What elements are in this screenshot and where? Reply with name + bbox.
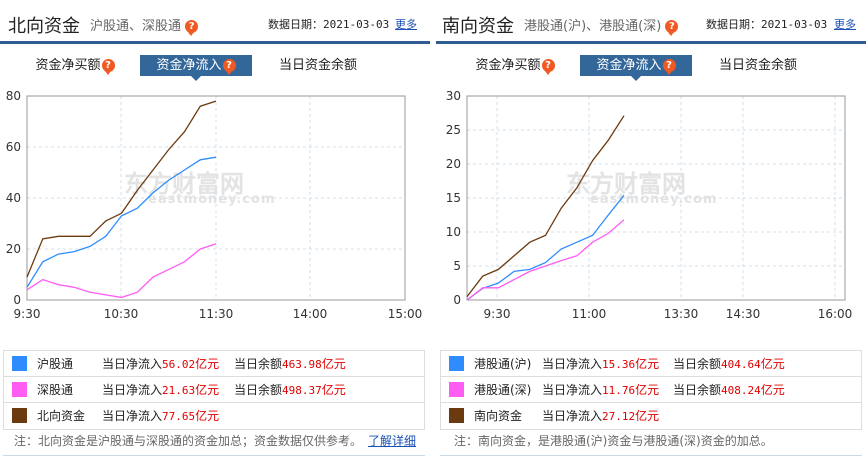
more-link[interactable]: 更多 [834, 18, 856, 31]
tab-net-buy[interactable]: 资金净买额? [30, 55, 120, 76]
tab-net-buy[interactable]: 资金净买额? [470, 55, 560, 76]
line-chart: 0 5 10 15 20 25 30 9:30 11:00 13:30 14:30 16:00 [446, 89, 853, 321]
divider [440, 455, 862, 456]
svg-text:60: 60 [6, 140, 21, 154]
help-icon[interactable]: ? [662, 59, 676, 75]
svg-text:13:30: 13:30 [664, 307, 699, 321]
legend-row: 北向资金 当日净流入77.65亿元 [4, 403, 424, 429]
svg-text:16:00: 16:00 [818, 307, 853, 321]
help-icon[interactable]: ? [101, 59, 115, 75]
color-swatch [449, 382, 464, 397]
tab-bar: 资金净买额? 资金净流入? 当日资金余额 [0, 55, 430, 81]
color-swatch [12, 356, 27, 371]
legend-row: 港股通(深) 当日净流入11.76亿元 当日余额408.24亿元 [441, 377, 861, 403]
svg-text:11:00: 11:00 [572, 307, 607, 321]
color-swatch [12, 408, 27, 423]
legend-row: 港股通(沪) 当日净流入15.36亿元 当日余额404.64亿元 [441, 351, 861, 377]
southbound-header: 南向资金 港股通(沪)、港股通(深) ? 数据日期：2021-03-03 更多 [436, 0, 866, 44]
help-icon[interactable]: ? [185, 20, 199, 36]
legend-row: 南向资金 当日净流入27.12亿元 [441, 403, 861, 429]
line-chart: 0 20 40 60 80 9:30 10:30 11:30 14:00 15:00 [6, 89, 423, 321]
data-date: 数据日期：2021-03-03 [706, 18, 828, 31]
footnote: 注：北向资金是沪股通与深股通的资金加总；资金数据仅供参考。 [14, 434, 363, 448]
tab-net-inflow[interactable]: 资金净流入? [580, 55, 692, 81]
panel-title: 南向资金 [442, 16, 514, 37]
svg-text:0: 0 [13, 293, 21, 307]
svg-text:10: 10 [446, 225, 461, 239]
svg-text:11:30: 11:30 [199, 307, 234, 321]
legend-table: 港股通(沪) 当日净流入15.36亿元 当日余额404.64亿元 港股通(深) … [440, 350, 862, 430]
northbound-header: 北向资金 沪股通、深股通 ? 数据日期：2021-03-03 更多 [0, 0, 430, 44]
legend-table: 沪股通 当日净流入56.02亿元 当日余额463.98亿元 深股通 当日净流入2… [3, 350, 425, 430]
more-link[interactable]: 更多 [395, 18, 417, 31]
data-date: 数据日期：2021-03-03 [268, 18, 390, 31]
northbound-panel: 北向资金 沪股通、深股通 ? 数据日期：2021-03-03 更多 资金净买额?… [0, 0, 430, 464]
svg-text:30: 30 [446, 89, 461, 103]
svg-text:20: 20 [6, 242, 21, 256]
svg-text:9:30: 9:30 [484, 307, 511, 321]
southbound-panel: 南向资金 港股通(沪)、港股通(深) ? 数据日期：2021-03-03 更多 … [436, 0, 866, 464]
color-swatch [449, 356, 464, 371]
svg-text:20: 20 [446, 157, 461, 171]
southbound-chart: 东方财富网 eastmoney.com 0 5 10 15 20 25 30 9:30 11:0… [436, 84, 866, 324]
svg-text:25: 25 [446, 123, 461, 137]
watermark-logo: 东方财富网 [124, 170, 244, 198]
svg-text:0: 0 [453, 293, 461, 307]
divider [3, 455, 425, 456]
learn-more-link[interactable]: 了解详细 [368, 434, 417, 448]
svg-text:40: 40 [6, 191, 21, 205]
tab-bar: 资金净买额? 资金净流入? 当日资金余额 [436, 55, 866, 81]
panel-title: 北向资金 [8, 16, 80, 37]
legend-row: 深股通 当日净流入21.63亿元 当日余额498.37亿元 [4, 377, 424, 403]
svg-text:10:30: 10:30 [104, 307, 139, 321]
svg-text:15: 15 [446, 191, 461, 205]
color-swatch [12, 382, 27, 397]
tab-daily-balance[interactable]: 当日资金余额 [278, 58, 357, 73]
watermark-text: eastmoney.com [590, 192, 718, 207]
help-icon[interactable]: ? [541, 59, 555, 75]
svg-text:14:30: 14:30 [726, 307, 761, 321]
footnote: 注：南向资金，是港股通(沪)资金与港股通(深)资金的加总。 [454, 434, 773, 448]
svg-text:15:00: 15:00 [388, 307, 423, 321]
tab-daily-balance[interactable]: 当日资金余额 [718, 58, 797, 73]
panel-subtitle: 港股通(沪)、港股通(深) ? [524, 15, 679, 36]
svg-text:9:30: 9:30 [14, 307, 41, 321]
watermark-text: eastmoney.com [148, 192, 276, 207]
svg-text:80: 80 [6, 89, 21, 103]
svg-text:5: 5 [453, 259, 461, 273]
watermark-logo: 东方财富网 [566, 170, 686, 198]
help-icon[interactable]: ? [222, 59, 236, 75]
svg-text:14:00: 14:00 [293, 307, 328, 321]
tab-net-inflow[interactable]: 资金净流入? [140, 55, 252, 81]
northbound-chart: 东方财富网 eastmoney.com 0 20 40 60 80 9:30 10:30 11… [0, 84, 430, 324]
panel-subtitle: 沪股通、深股通 ? [90, 15, 199, 36]
help-icon[interactable]: ? [665, 20, 679, 36]
legend-row: 沪股通 当日净流入56.02亿元 当日余额463.98亿元 [4, 351, 424, 377]
color-swatch [449, 408, 464, 423]
